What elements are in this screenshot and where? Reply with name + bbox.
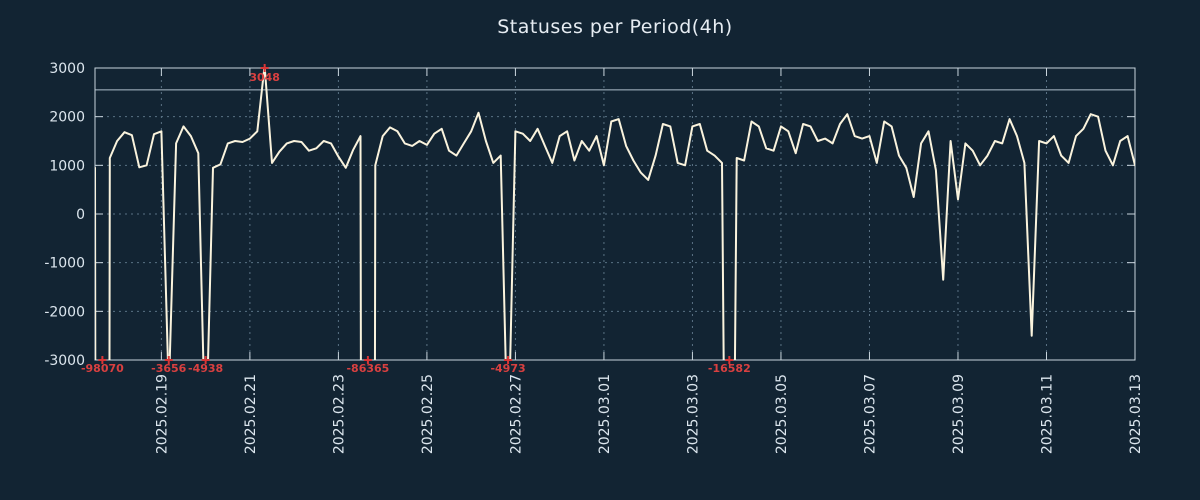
y-tick-label: -3000 <box>44 353 85 369</box>
annotation-label: -98070 <box>81 362 124 375</box>
x-tick-label: 2025.02.19 <box>154 374 170 454</box>
y-tick-label: 2000 <box>49 110 85 126</box>
x-tick-label: 2025.03.01 <box>597 374 613 454</box>
x-tick-label: 2025.03.03 <box>685 374 701 454</box>
annotation-label: -16582 <box>708 362 751 375</box>
series-line <box>95 68 1135 360</box>
y-tick-label: -1000 <box>44 256 85 272</box>
annotation-label: -86365 <box>346 362 389 375</box>
y-tick-label: -2000 <box>44 304 85 320</box>
y-tick-label: 0 <box>76 207 85 223</box>
annotation-label: -3656 <box>151 362 187 375</box>
y-tick-label: 1000 <box>49 158 85 174</box>
x-tick-label: 2025.03.11 <box>1039 374 1055 454</box>
series-group <box>95 68 1135 360</box>
annotation-label: -4973 <box>490 362 525 375</box>
x-tick-label: 2025.02.27 <box>508 374 524 454</box>
x-tick-label: 2025.03.05 <box>774 374 790 454</box>
x-tick-label: 2025.03.13 <box>1128 374 1144 454</box>
x-tick-label: 2025.02.25 <box>420 374 436 454</box>
chart-title: Statuses per Period(4h) <box>497 16 733 38</box>
annotation-label: 3048 <box>249 71 280 84</box>
y-tick-label: 3000 <box>49 61 85 77</box>
x-tick-label: 2025.02.23 <box>331 374 347 454</box>
x-tick-label: 2025.03.07 <box>862 374 878 454</box>
x-tick-label: 2025.03.09 <box>951 374 967 454</box>
annotation-label: -4938 <box>188 362 223 375</box>
x-tick-label: 2025.02.21 <box>243 374 259 454</box>
